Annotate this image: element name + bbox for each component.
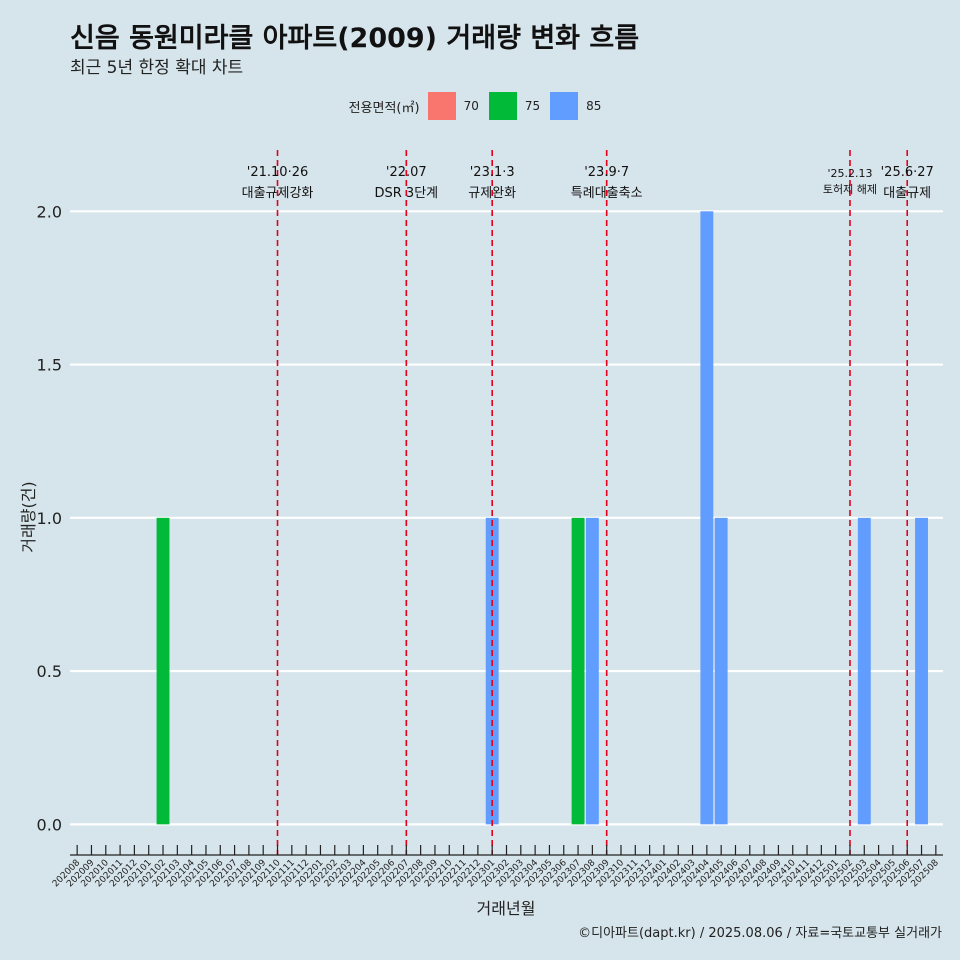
legend-swatch-70 <box>427 92 456 120</box>
bar-75-202102 <box>156 517 170 825</box>
bar-85-202503 <box>857 517 871 825</box>
annotation-text-0: 대출규제강화 <box>242 186 314 201</box>
legend-swatch-85 <box>550 92 579 120</box>
y-tick-label-1: 0.5 <box>37 662 62 681</box>
legend-label-85: 85 <box>586 99 602 113</box>
legend-swatch-75 <box>488 92 517 120</box>
annotation-text-2: 규제완화 <box>468 186 516 201</box>
bar-85-202405 <box>714 517 728 825</box>
legend-item-85: 85 <box>550 92 601 120</box>
annotation-text-1: DSR 3단계 <box>375 186 439 201</box>
y-tick-label-2: 1.0 <box>37 509 62 528</box>
annotation-date-5: '25.6·27 <box>881 165 934 180</box>
legend-label-75: 75 <box>524 99 541 113</box>
annotation-text-5: 대출규제 <box>883 186 931 201</box>
x-axis-label: 거래년월 <box>477 899 536 918</box>
legend-label-70: 70 <box>463 99 479 113</box>
y-axis-label: 거래량(건) <box>19 481 38 552</box>
y-tick-label-4: 2.0 <box>37 202 62 221</box>
x-axis: 2020082020092020102020112020122021012021… <box>51 845 943 889</box>
annotation-date-4: '25.2.13 <box>827 167 872 180</box>
annotation-text-3: 특례대출축소 <box>571 186 643 201</box>
legend: 전용면적(㎡) 70 75 85 <box>0 92 960 120</box>
y-axis: 0.0 0.5 1.0 1.5 2.0 <box>37 202 62 834</box>
annotation-text-4: 토허제 해제 <box>823 182 877 196</box>
legend-item-70: 70 <box>427 92 479 120</box>
bar-85-202404 <box>700 211 714 825</box>
chart-subtitle: 최근 5년 한정 확대 차트 <box>70 58 244 78</box>
grid-lines <box>70 210 943 826</box>
annotation-date-3: '23.9·7 <box>584 165 629 180</box>
y-tick-label-0: 0.0 <box>37 815 62 834</box>
annotation-date-2: '23.1·3 <box>470 165 515 180</box>
annotation-date-1: '22.07 <box>386 165 427 180</box>
chart-title: 신음 동원미라클 아파트(2009) 거래량 변화 흐름 <box>70 23 640 54</box>
annotations: '21.10·26 대출규제강화 '22.07 DSR 3단계 '23.1·3 규제완화 '… <box>242 150 934 855</box>
bar-85-202308 <box>585 517 599 825</box>
legend-item-75: 75 <box>488 92 541 120</box>
annotation-date-0: '21.10·26 <box>247 165 308 180</box>
legend-title: 전용면적(㎡) <box>348 100 420 116</box>
bar-75-202307 <box>571 517 585 825</box>
y-tick-label-3: 1.5 <box>37 356 62 375</box>
caption: ©디아파트(dapt.kr) / 2025.08.06 / 자료=국토교통부 실… <box>578 926 942 941</box>
bar-85-202507 <box>915 517 928 825</box>
